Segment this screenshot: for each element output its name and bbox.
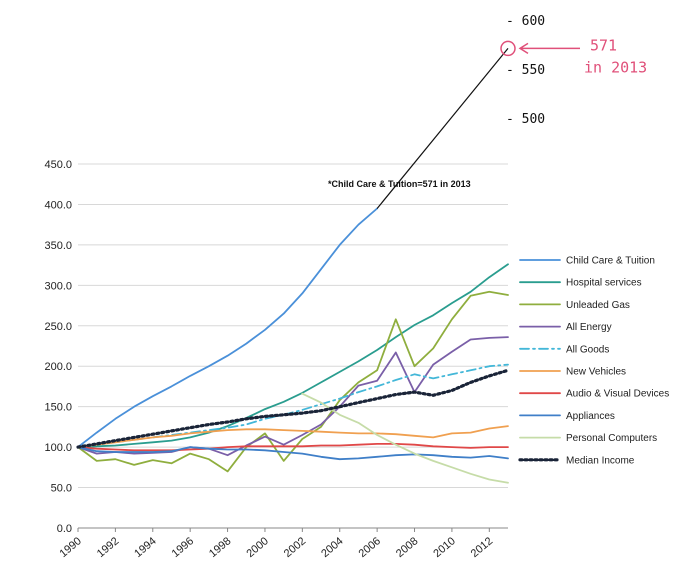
grid-lines	[78, 163, 508, 529]
callout-arrow	[518, 42, 580, 55]
y-tick-label: 100.0	[44, 442, 72, 454]
series-line-new-vehicles	[77, 425, 509, 448]
legend-label: Hospital services	[566, 278, 642, 289]
series-line-all-energy	[77, 336, 509, 457]
x-tick-label: 2006	[357, 535, 383, 560]
target-circle	[500, 40, 516, 57]
x-axis-ticks: 1990 1992 1994 1996 1998 2000 2002 2004 2006 2008…	[57, 528, 495, 560]
y-tick-label: 450.0	[44, 159, 72, 171]
y-tick-label: 400.0	[44, 199, 72, 211]
x-tick-label: 1994	[132, 535, 158, 560]
y-tick-label: 350.0	[44, 240, 72, 252]
legend-label: Median Income	[566, 455, 635, 466]
x-tick-label: 2008	[394, 535, 420, 560]
handwritten-scale-label: - 500	[506, 112, 545, 127]
x-tick-label: 2002	[282, 535, 308, 560]
annotation-text: *Child Care & Tuition=571 in 2013	[328, 179, 471, 189]
series-line-appliances	[77, 446, 509, 461]
x-tick-label: 1992	[95, 535, 121, 560]
x-tick-label: 2012	[469, 535, 495, 560]
y-tick-label: 200.0	[44, 361, 72, 373]
handwritten-scale-label: - 550	[506, 63, 545, 78]
legend: Child Care & Tuition Hospital services Unl…	[518, 256, 669, 466]
y-tick-label: 300.0	[44, 280, 72, 292]
series-line-unleaded-gas	[77, 290, 509, 473]
series-line-child-care-tuition	[77, 207, 378, 448]
x-tick-label: 1998	[207, 535, 233, 560]
x-tick-label: 2000	[244, 535, 270, 560]
child-care-extension-line	[376, 48, 509, 209]
callout-value: 571	[590, 36, 617, 54]
legend-label: Audio & Visual Devices	[566, 389, 669, 400]
series-lines	[76, 207, 510, 484]
legend-label: Personal Computers	[566, 433, 657, 444]
y-tick-label: 150.0	[44, 402, 72, 414]
handwritten-scale-label: - 600	[506, 14, 545, 29]
legend-label: Appliances	[566, 411, 615, 422]
handwritten-extension	[376, 40, 580, 209]
y-tick-label: 250.0	[44, 321, 72, 333]
x-tick-label: 1990	[57, 535, 83, 560]
y-axis-ticks: 0.0 50.0 100.0 150.0 200.0 250.0 300.0 350.0 400…	[44, 159, 72, 535]
series-line-median-income	[76, 368, 510, 449]
x-tick-label: 2010	[431, 535, 457, 560]
series-line-hospital-services	[77, 263, 509, 448]
x-tick-label: 1996	[170, 535, 196, 560]
y-tick-label: 50.0	[51, 483, 72, 495]
legend-label: All Goods	[566, 344, 609, 355]
legend-label: New Vehicles	[566, 367, 626, 378]
handwritten-scale: - 600 - 550 - 500	[506, 14, 545, 127]
series-line-personal-computers	[301, 392, 509, 484]
legend-label: Child Care & Tuition	[566, 256, 655, 267]
series-line-audio-visual-devices	[77, 443, 509, 452]
x-tick-label: 2004	[319, 535, 345, 560]
legend-label: All Energy	[566, 322, 612, 333]
legend-label: Unleaded Gas	[566, 300, 630, 311]
y-tick-label: 0.0	[57, 523, 72, 535]
callout-year: in 2013	[584, 58, 647, 76]
